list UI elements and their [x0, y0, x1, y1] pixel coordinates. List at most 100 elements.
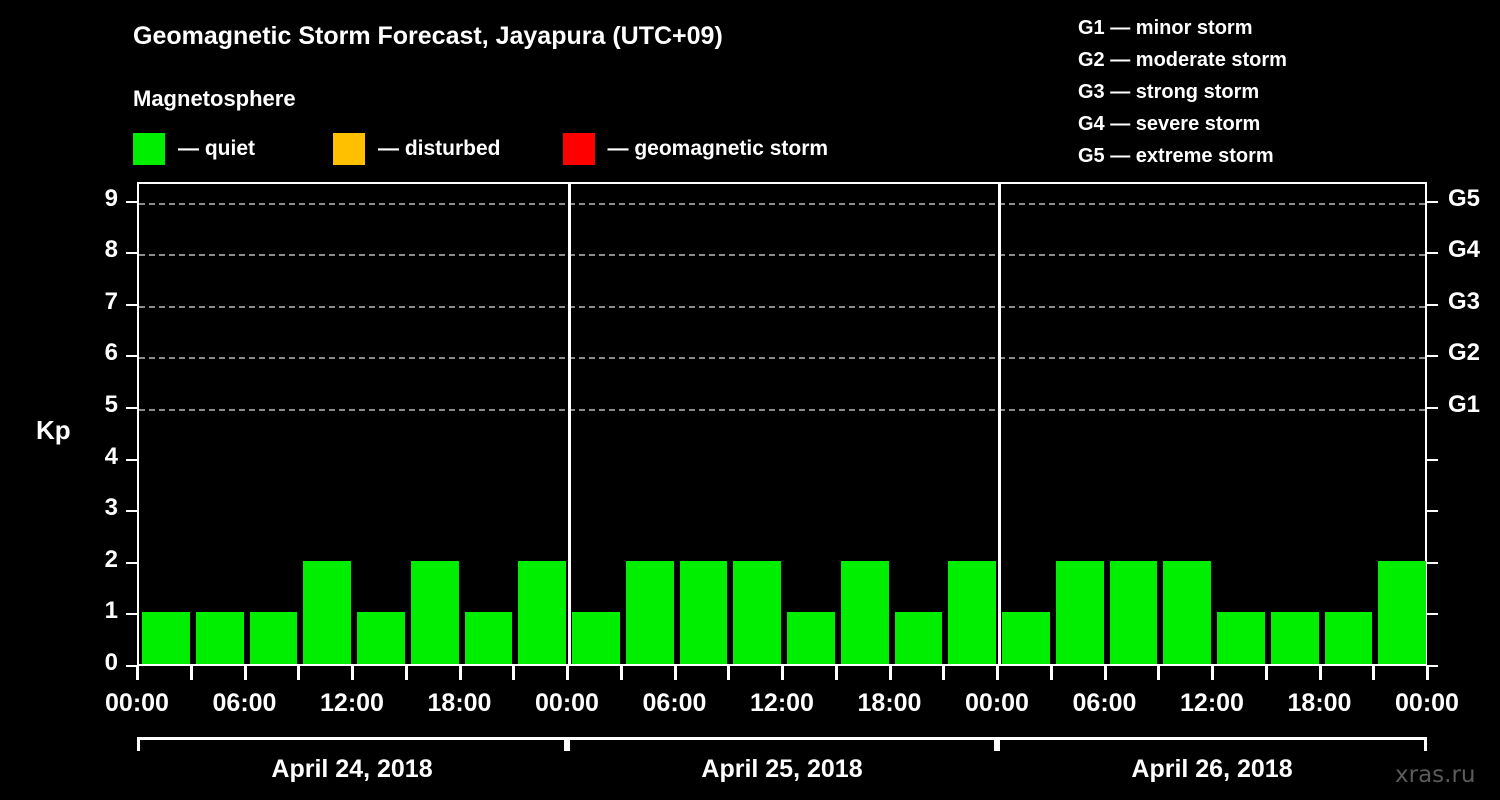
g-tick-mark: [1427, 355, 1438, 358]
x-tick-label: 00:00: [535, 689, 599, 717]
y-tick-mark: [126, 303, 137, 306]
y-tick-mark: [126, 355, 137, 358]
g-scale-entry: G1 — minor storm: [1078, 17, 1253, 39]
bar: [572, 612, 620, 664]
bar: [1109, 560, 1158, 664]
x-tick-mark: [458, 666, 462, 680]
x-tick-label: 06:00: [1072, 689, 1137, 717]
x-tick-mark: [996, 666, 999, 680]
legend-item-label: — geomagnetic storm: [607, 137, 829, 160]
g-tick-mark: [1427, 561, 1438, 564]
y-tick-label: 2: [104, 545, 118, 573]
bar: [142, 612, 190, 664]
day-label: April 24, 2018: [271, 755, 433, 783]
x-tick-mark: [1211, 666, 1214, 680]
legend-item-label: — quiet: [178, 137, 255, 160]
bar: [1002, 612, 1050, 664]
x-tick-mark: [1426, 666, 1429, 680]
y-tick-label: 4: [104, 442, 118, 470]
x-tick-mark: [1264, 666, 1268, 680]
x-tick-mark: [566, 666, 569, 680]
x-tick-mark: [1103, 666, 1107, 680]
y-tick-label: 5: [104, 391, 118, 418]
x-tick-mark: [727, 666, 731, 680]
bar: [357, 612, 405, 664]
g-axis-label: G1: [1448, 391, 1481, 418]
g-axis-label: G4: [1448, 236, 1481, 264]
g-scale-entry: G4 — severe storm: [1078, 113, 1261, 135]
page-title: Geomagnetic Storm Forecast, Jayapura (UT…: [133, 22, 723, 50]
g-tick-mark: [1427, 665, 1438, 667]
x-tick-mark: [834, 666, 838, 680]
gridline: [139, 409, 1425, 411]
y-tick-mark: [126, 200, 137, 203]
y-tick-label: 0: [104, 649, 118, 676]
y-tick-label: 6: [104, 339, 118, 367]
x-tick-mark: [297, 666, 301, 680]
y-tick-label: 7: [104, 287, 118, 315]
g-scale-entry: G5 — extreme storm: [1078, 145, 1274, 167]
bar: [303, 560, 351, 664]
legend-swatch-icon: [333, 133, 365, 165]
g-axis-label: G2: [1448, 339, 1481, 367]
bar: [1324, 612, 1373, 664]
x-tick-mark: [888, 666, 892, 680]
bar: [1163, 560, 1211, 664]
bar: [1378, 560, 1426, 664]
bar: [518, 560, 566, 664]
bar: [410, 560, 459, 664]
legend-swatch-icon: [562, 133, 595, 165]
gridline: [139, 357, 1425, 360]
x-tick-mark: [351, 666, 354, 680]
x-tick-label: 18:00: [857, 689, 922, 717]
bar: [679, 560, 728, 664]
y-tick-mark: [126, 252, 137, 255]
y-tick-mark: [126, 407, 137, 409]
legend-swatch-icon: [133, 133, 165, 165]
g-scale-entry: G2 — moderate storm: [1078, 49, 1287, 71]
x-tick-label: 12:00: [750, 689, 814, 717]
bar: [948, 560, 996, 664]
x-tick-label: 12:00: [320, 689, 384, 717]
bar: [733, 560, 781, 664]
y-axis-title: Kp: [36, 415, 71, 445]
g-tick-mark: [1427, 458, 1438, 461]
x-tick-mark: [512, 666, 516, 680]
x-tick-mark: [1372, 666, 1376, 680]
g-axis-label: G3: [1448, 287, 1481, 315]
x-tick-label: 00:00: [965, 689, 1029, 717]
day-bracket: [137, 737, 567, 751]
magnetosphere-legend: — quiet — disturbed — geomagnetic storm: [133, 133, 828, 165]
g-tick-mark: [1427, 613, 1438, 616]
y-tick-label: 1: [104, 597, 118, 625]
bar: [840, 560, 889, 664]
g-tick-mark: [1427, 510, 1438, 513]
x-tick-mark: [781, 666, 784, 680]
g-axis-label: G5: [1448, 184, 1481, 212]
g-scale-legend: G1 — minor storm G2 — moderate storm G3 — …: [1078, 12, 1287, 172]
g-tick-mark: [1427, 252, 1438, 255]
day-label: April 25, 2018: [701, 755, 863, 783]
legend-item-geomagnetic-storm: — geomagnetic storm: [562, 133, 829, 165]
x-tick-mark: [243, 666, 247, 680]
x-tick-mark: [1157, 666, 1161, 680]
day-separator: [998, 184, 1001, 664]
g-tick-mark: [1427, 200, 1438, 203]
y-tick-mark: [126, 613, 137, 616]
g-tick-mark: [1427, 303, 1438, 306]
y-tick-label: 9: [104, 184, 118, 212]
y-tick-mark: [126, 458, 137, 461]
x-tick-mark: [942, 666, 946, 680]
y-tick-mark: [126, 561, 137, 564]
x-tick-label: 18:00: [1287, 689, 1352, 717]
day-bracket: [567, 737, 997, 751]
x-tick-label: 18:00: [427, 689, 492, 717]
y-tick-label: 3: [104, 494, 118, 522]
bar: [249, 612, 298, 664]
bar: [1217, 612, 1265, 664]
x-tick-mark: [1318, 666, 1322, 680]
magnetosphere-heading: Magnetosphere: [133, 86, 296, 111]
gridline: [139, 305, 1425, 308]
plot-area: [137, 182, 1427, 666]
